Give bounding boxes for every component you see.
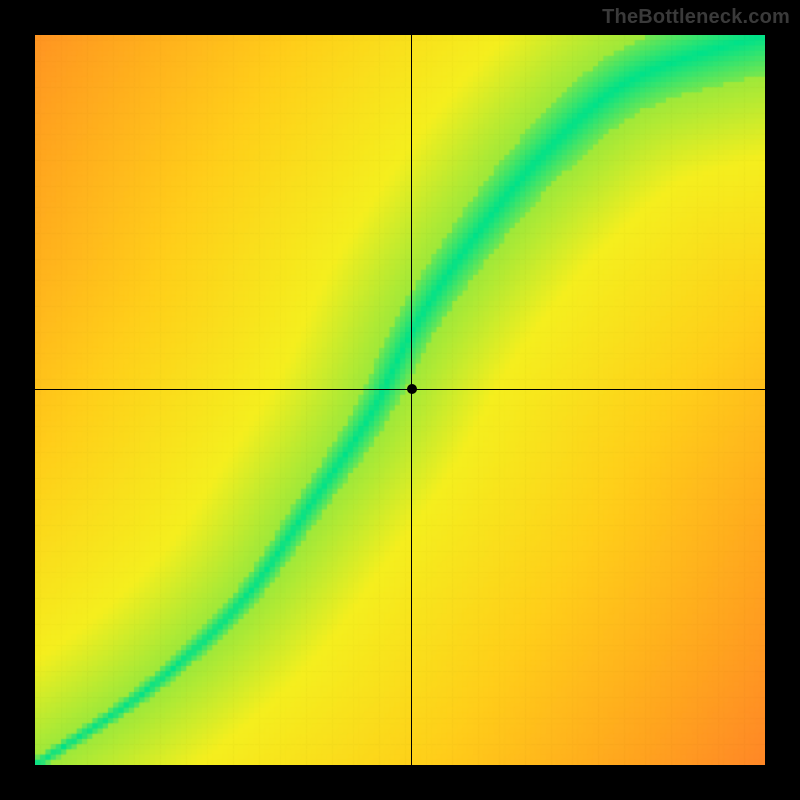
heatmap-canvas	[35, 35, 765, 765]
watermark-text: TheBottleneck.com	[602, 6, 790, 29]
marker-dot	[407, 384, 417, 394]
chart-container: TheBottleneck.com	[0, 0, 800, 800]
crosshair-horizontal	[35, 389, 765, 390]
crosshair-vertical	[411, 35, 412, 765]
